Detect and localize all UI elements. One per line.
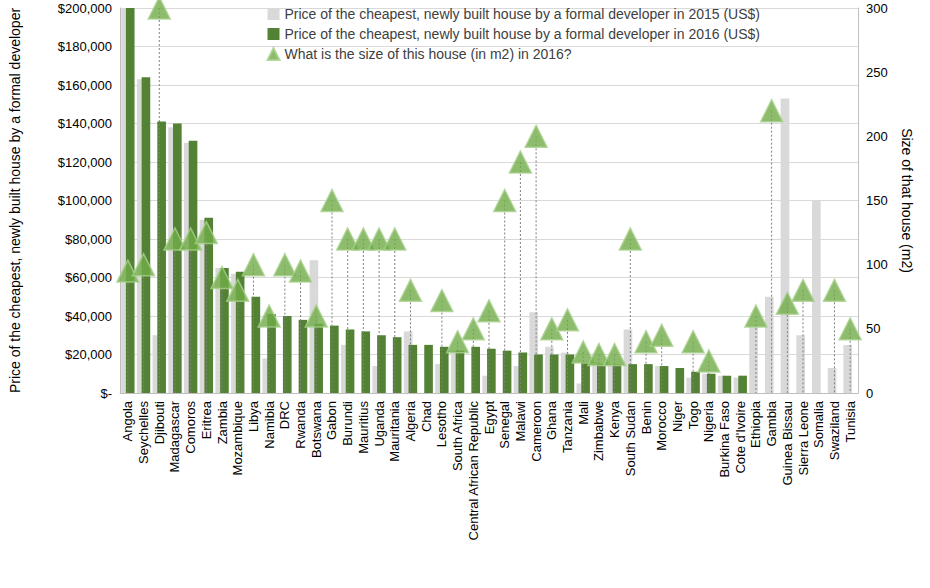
- svg-text:Price of the cheapest, newly b: Price of the cheapest, newly built house…: [7, 8, 23, 394]
- svg-text:Libya: Libya: [246, 400, 261, 432]
- svg-text:$-: $-: [100, 386, 112, 401]
- svg-text:Gambia: Gambia: [764, 400, 779, 446]
- svg-text:Mali: Mali: [576, 401, 591, 425]
- svg-text:Cameroon: Cameroon: [529, 401, 544, 462]
- svg-text:Malawi: Malawi: [513, 401, 528, 442]
- svg-text:Size of that house (m2): Size of that house (m2): [899, 128, 915, 273]
- svg-text:200: 200: [866, 129, 888, 144]
- svg-text:Morocco: Morocco: [654, 401, 669, 451]
- svg-text:100: 100: [866, 257, 888, 272]
- svg-text:300: 300: [866, 1, 888, 16]
- svg-text:Zambia: Zambia: [215, 400, 230, 444]
- svg-text:Guinea Bissau: Guinea Bissau: [780, 401, 795, 486]
- svg-text:$40,000: $40,000: [65, 309, 112, 324]
- svg-text:Egypt: Egypt: [482, 401, 497, 435]
- svg-text:Sierra Leone: Sierra Leone: [796, 401, 811, 475]
- svg-text:0: 0: [866, 386, 873, 401]
- svg-text:$100,000: $100,000: [58, 193, 112, 208]
- svg-text:Seychelles: Seychelles: [136, 401, 151, 464]
- svg-text:Zimbabwe: Zimbabwe: [591, 401, 606, 461]
- svg-text:Lesotho: Lesotho: [434, 401, 449, 447]
- svg-text:Somalia: Somalia: [811, 400, 826, 448]
- svg-text:Uganda: Uganda: [372, 400, 387, 446]
- svg-text:$200,000: $200,000: [58, 1, 112, 16]
- svg-text:50: 50: [866, 321, 880, 336]
- svg-text:Burkina Faso: Burkina Faso: [717, 401, 732, 478]
- svg-text:Tunisia: Tunisia: [843, 400, 858, 442]
- svg-text:DRC: DRC: [277, 401, 292, 429]
- svg-text:Namibia: Namibia: [262, 400, 277, 448]
- svg-text:$20,000: $20,000: [65, 347, 112, 362]
- svg-text:Benin: Benin: [639, 401, 654, 434]
- svg-text:Comoros: Comoros: [183, 401, 198, 454]
- svg-text:Rwanda: Rwanda: [293, 400, 308, 448]
- svg-text:Price of the cheapest, newly b: Price of the cheapest, newly built house…: [285, 6, 761, 22]
- svg-text:Kenya: Kenya: [607, 400, 622, 438]
- svg-text:Nigeria: Nigeria: [701, 400, 716, 442]
- svg-text:250: 250: [866, 65, 888, 80]
- svg-text:Algeria: Algeria: [403, 400, 418, 441]
- svg-text:Price of the cheapest, newly b: Price of the cheapest, newly built house…: [285, 26, 761, 42]
- svg-text:$120,000: $120,000: [58, 155, 112, 170]
- svg-text:Togo: Togo: [686, 401, 701, 429]
- svg-text:Tanzania: Tanzania: [560, 400, 575, 453]
- svg-text:$140,000: $140,000: [58, 116, 112, 131]
- svg-text:Eritrea: Eritrea: [199, 400, 214, 439]
- svg-text:$60,000: $60,000: [65, 270, 112, 285]
- svg-text:Burundi: Burundi: [340, 401, 355, 446]
- svg-text:Angola: Angola: [120, 400, 135, 441]
- svg-text:Senegal: Senegal: [497, 401, 512, 449]
- svg-text:Niger: Niger: [670, 400, 685, 432]
- svg-text:Djibouti: Djibouti: [152, 401, 167, 444]
- svg-text:Mauritius: Mauritius: [356, 401, 371, 454]
- svg-text:Mauritania: Mauritania: [387, 400, 402, 461]
- svg-text:$160,000: $160,000: [58, 78, 112, 93]
- svg-text:Mozambique: Mozambique: [230, 401, 245, 475]
- svg-text:Central African Republic: Central African Republic: [466, 401, 481, 541]
- svg-text:Gabon: Gabon: [324, 401, 339, 440]
- svg-text:Ethiopia: Ethiopia: [748, 400, 763, 448]
- svg-text:$180,000: $180,000: [58, 39, 112, 54]
- svg-text:Chad: Chad: [419, 401, 434, 432]
- svg-text:Swaziland: Swaziland: [827, 401, 842, 460]
- svg-text:Botswana: Botswana: [309, 400, 324, 458]
- svg-text:Cote d'Ivoire: Cote d'Ivoire: [733, 401, 748, 474]
- svg-text:$80,000: $80,000: [65, 232, 112, 247]
- svg-text:South Sudan: South Sudan: [623, 401, 638, 476]
- svg-text:What is the size of this house: What is the size of this house (in m2) i…: [285, 46, 572, 62]
- svg-text:Ghana: Ghana: [544, 400, 559, 440]
- svg-text:150: 150: [866, 193, 888, 208]
- svg-text:Madagascar: Madagascar: [167, 400, 182, 472]
- svg-text:South Africa: South Africa: [450, 400, 465, 471]
